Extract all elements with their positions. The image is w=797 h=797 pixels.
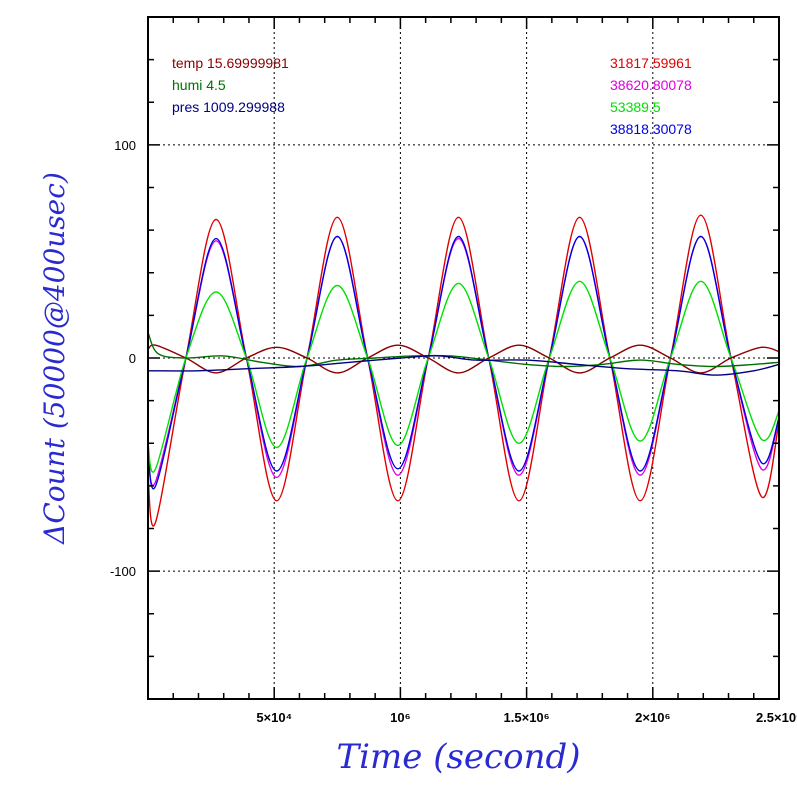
- x-tick-label: 10⁶: [390, 710, 410, 725]
- legend-left-entry: temp 15.69999981: [172, 55, 289, 71]
- legend-left-entry: humi 4.5: [172, 77, 226, 93]
- legend-right-entry: 38620.80078: [610, 77, 692, 93]
- x-tick-label: 2×10⁶: [635, 710, 670, 725]
- series-line-6: [147, 355, 780, 376]
- y-tick-label: 100: [114, 138, 136, 153]
- tick-labels: 5×10⁴ 10⁶ 1.5×10⁶ 2×10⁶ 2.5×10⁶ 100 0 -100: [110, 138, 797, 725]
- x-tick-label: 5×10⁴: [256, 710, 292, 725]
- y-axis-title: ΔCount (50000@400usec): [38, 172, 71, 545]
- legend-left-entry: pres 1009.299988: [172, 99, 285, 115]
- series-line-2: [147, 235, 780, 490]
- series-line-5: [147, 332, 780, 368]
- series-layer: [147, 214, 780, 527]
- series-line-3: [147, 280, 780, 473]
- series-line-0: [147, 214, 780, 527]
- x-axis-title: Time (second): [337, 737, 581, 777]
- axis-ticks: [147, 17, 780, 699]
- y-tick-label: -100: [110, 564, 136, 579]
- legend-right-entry: 53389.5: [610, 99, 661, 115]
- legend-right-entry: 38818.30078: [610, 121, 692, 137]
- series-line-4: [147, 344, 780, 374]
- y-tick-label: 0: [129, 351, 136, 366]
- legend-right-entry: 31817.59961: [610, 55, 692, 71]
- x-tick-label: 2.5×10⁶: [756, 710, 797, 725]
- legend-left: temp 15.69999981 humi 4.5 pres 1009.299988: [172, 55, 289, 115]
- legend-right: 31817.59961 38620.80078 53389.5 38818.30078: [610, 55, 692, 137]
- x-tick-label: 1.5×10⁶: [504, 710, 550, 725]
